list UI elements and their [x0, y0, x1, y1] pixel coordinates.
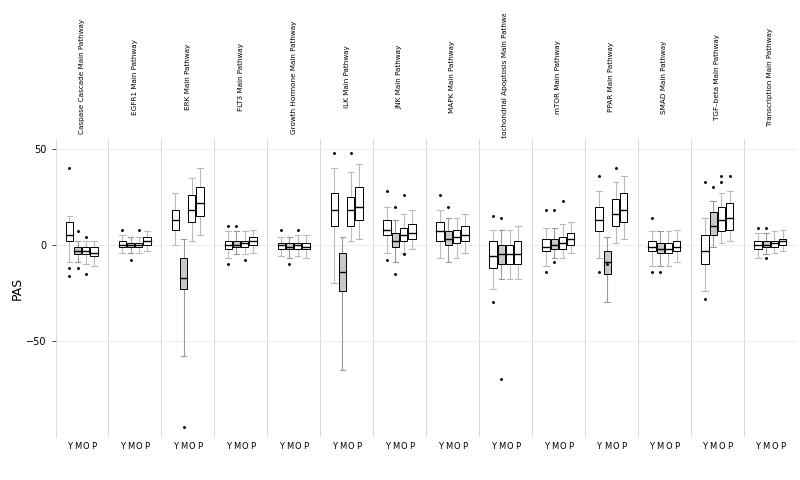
Bar	[648, 241, 656, 251]
Bar	[233, 241, 240, 247]
Bar	[66, 222, 73, 241]
Bar	[550, 239, 558, 249]
Bar	[188, 195, 195, 222]
Bar	[437, 222, 444, 241]
Bar	[330, 193, 338, 226]
Bar	[400, 228, 407, 241]
Bar	[196, 187, 204, 216]
Bar	[665, 243, 672, 252]
Text: EGFR1 Main Pathway: EGFR1 Main Pathway	[132, 39, 138, 115]
Bar	[604, 251, 611, 274]
Text: Transcription Main Pathway: Transcription Main Pathway	[767, 28, 774, 126]
Bar	[90, 247, 98, 256]
Text: FLT3 Main Pathway: FLT3 Main Pathway	[238, 43, 244, 111]
Bar	[135, 243, 142, 247]
Bar	[620, 193, 627, 222]
Bar	[762, 241, 770, 247]
Bar	[673, 241, 681, 251]
Bar	[250, 237, 257, 245]
Bar	[74, 247, 82, 254]
Bar	[726, 203, 734, 229]
Text: ILK Main Pathway: ILK Main Pathway	[343, 46, 350, 108]
Bar	[355, 187, 362, 220]
Bar	[118, 241, 126, 247]
Bar	[445, 231, 452, 245]
Text: PPAR Main Pathway: PPAR Main Pathway	[608, 42, 614, 112]
Bar	[657, 243, 664, 252]
Bar	[347, 197, 354, 226]
Text: ERK Main Pathway: ERK Main Pathway	[185, 44, 190, 110]
Bar	[171, 210, 179, 229]
Bar	[462, 226, 469, 241]
Bar	[294, 243, 302, 249]
Bar	[82, 247, 90, 254]
Bar	[143, 237, 150, 245]
Bar	[180, 258, 187, 289]
Text: MAPK Main Pathway: MAPK Main Pathway	[450, 41, 455, 113]
Bar	[383, 220, 390, 235]
Text: JNK Main Pathway: JNK Main Pathway	[397, 45, 402, 109]
Text: SMAD Main Pathway: SMAD Main Pathway	[662, 40, 667, 114]
Bar	[241, 241, 248, 247]
Bar	[453, 229, 460, 243]
Bar	[754, 241, 762, 249]
Bar	[514, 241, 522, 264]
Bar	[302, 243, 310, 249]
Text: Caspase Cascade Main Pathway: Caspase Cascade Main Pathway	[78, 19, 85, 134]
Text: TGF–beta Main Pathway: TGF–beta Main Pathway	[714, 34, 720, 120]
Bar	[710, 212, 717, 235]
Bar	[490, 241, 497, 268]
Text: Growth Hormone Main Pathway: Growth Hormone Main Pathway	[290, 20, 297, 133]
Bar	[392, 233, 399, 247]
Bar	[286, 243, 293, 249]
Bar	[702, 235, 709, 264]
Bar	[567, 233, 574, 245]
Bar	[338, 252, 346, 291]
Text: mTOR Main Pathway: mTOR Main Pathway	[555, 40, 562, 114]
Bar	[498, 245, 505, 264]
Bar	[225, 241, 232, 249]
Bar	[506, 245, 514, 264]
Bar	[770, 241, 778, 247]
Text: Mitochondrial Apoptosis Main Pathway: Mitochondrial Apoptosis Main Pathway	[502, 8, 509, 146]
Bar	[542, 239, 550, 251]
Bar	[612, 199, 619, 226]
Bar	[127, 243, 134, 247]
Bar	[559, 237, 566, 249]
Bar	[595, 206, 602, 231]
Bar	[718, 206, 725, 231]
Y-axis label: PAS: PAS	[10, 276, 24, 300]
Bar	[408, 224, 415, 239]
Bar	[278, 243, 285, 249]
Bar	[779, 239, 786, 245]
